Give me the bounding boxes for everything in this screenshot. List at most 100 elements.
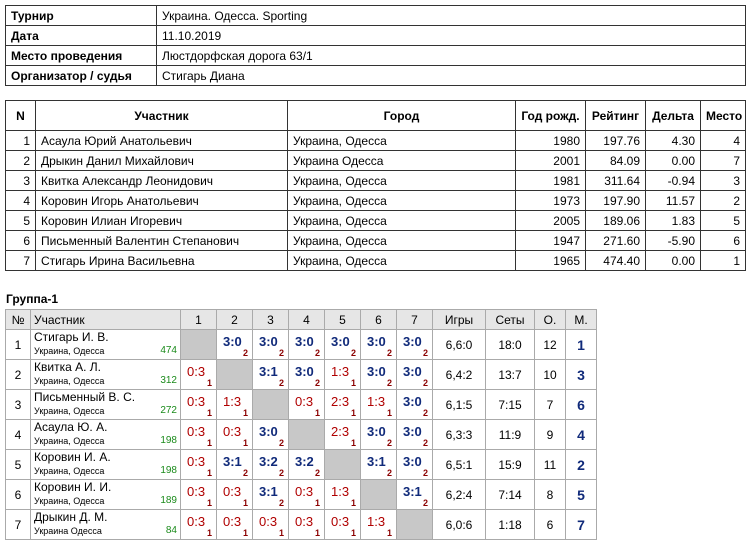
score-cell: 3:0 2 (288, 329, 325, 360)
score-cell: 3:0 2 (396, 329, 433, 360)
score: 3:2 (295, 454, 314, 469)
score: 3:2 (259, 454, 278, 469)
score-cell: 3:0 2 (396, 419, 433, 450)
score: 1:3 (331, 364, 350, 379)
row-number: 3 (5, 389, 31, 420)
points: 9 (534, 419, 566, 450)
score: 0:3 (295, 394, 314, 409)
score: 3:1 (259, 364, 278, 379)
score: 3:0 (367, 334, 386, 349)
place: 2 (565, 449, 597, 480)
info-label: Организатор / судья (5, 65, 157, 86)
sets: 7:14 (485, 479, 535, 510)
games: 6,4:2 (432, 359, 486, 390)
score: 0:3 (187, 514, 206, 529)
cell: 7 (700, 150, 746, 171)
header-cell: Год рожд. (515, 100, 586, 131)
match-points: 1 (350, 498, 356, 508)
header-cell: № (5, 309, 31, 330)
score-cell: 1:3 1 (360, 389, 397, 420)
games: 6,5:1 (432, 449, 486, 480)
points: 7 (534, 389, 566, 420)
games: 6,2:4 (432, 479, 486, 510)
participant-row: 4 Коровин Игорь Анатольевич Украина, Одесс… (5, 190, 746, 211)
player: Дрыкин Д. М. Украина Одесса 84 (30, 509, 181, 540)
score: 3:0 (295, 334, 314, 349)
player: Стигарь И. В. Украина, Одесса 474 (30, 329, 181, 360)
cell: 4 (700, 130, 746, 151)
participants-table: N Участник Город Год рожд. Рейтинг Дельта Мест… (5, 100, 746, 271)
match-points: 2 (350, 348, 356, 358)
group-title: Группа-1 (6, 292, 59, 306)
place: 3 (565, 359, 597, 390)
cell: 1965 (515, 250, 586, 271)
info-value: Украина. Одесса. Sporting (156, 5, 746, 26)
group-table: № Участник 1 2 3 4 5 6 7 Игры Сеты О. М. 1 Стигарь И. … (5, 309, 597, 540)
player-name: Коровин И. И. (34, 480, 112, 494)
score-cell: 0:3 1 (288, 389, 325, 420)
header-cell: Место (700, 100, 746, 131)
score: 1:3 (331, 484, 350, 499)
games: 6,3:3 (432, 419, 486, 450)
group-row: 4 Асаула Ю. А. Украина, Одесса 198 0:3 1 0:3 1 3… (5, 419, 597, 450)
match-points: 1 (242, 408, 248, 418)
match-points: 2 (278, 438, 284, 448)
score-cell: 0:3 1 (288, 509, 325, 540)
info-label: Турнир (5, 5, 157, 26)
info-value: Люстдорфская дорога 63/1 (156, 45, 746, 66)
match-points: 1 (350, 408, 356, 418)
participant-row: 7 Стигарь Ирина Васильевна Украина, Одесса… (5, 250, 746, 271)
player: Асаула Ю. А. Украина, Одесса 198 (30, 419, 181, 450)
player: Квитка А. Л. Украина, Одесса 312 (30, 359, 181, 390)
player-info: Украина, Одесса 189 (34, 494, 177, 508)
match-points: 2 (422, 498, 428, 508)
score-cell: 3:0 2 (360, 329, 397, 360)
header-cell: О. (534, 309, 566, 330)
match-points: 2 (422, 378, 428, 388)
match-points: 2 (278, 468, 284, 478)
cell: 1980 (515, 130, 586, 151)
group-row: 6 Коровин И. И. Украина, Одесса 189 0:3 1 0:3 1… (5, 479, 597, 510)
score-cell: 3:0 2 (396, 389, 433, 420)
score-cell: 3:0 2 (360, 359, 397, 390)
cell: 271.60 (585, 230, 646, 251)
score: 3:1 (367, 454, 386, 469)
score-cell: 3:0 2 (288, 359, 325, 390)
cell: 474.40 (585, 250, 646, 271)
participant-row: 5 Коровин Илиан Игоревич Украина, Одесса 20… (5, 210, 746, 231)
score: 3:1 (223, 454, 242, 469)
score: 3:1 (259, 484, 278, 499)
cell: 3 (5, 170, 36, 191)
group-row: 7 Дрыкин Д. М. Украина Одесса 84 0:3 1 0:3 1 0:3… (5, 509, 597, 540)
score: 3:0 (331, 334, 350, 349)
header-cell: Участник (35, 100, 288, 131)
score-cell: 0:3 1 (180, 509, 217, 540)
score-cell: 2:3 1 (324, 419, 361, 450)
score: 0:3 (223, 424, 242, 439)
score: 0:3 (295, 514, 314, 529)
player-rating: 198 (160, 465, 177, 476)
row-number: 1 (5, 329, 31, 360)
cell: 4 (5, 190, 36, 211)
score-cell: 0:3 1 (180, 359, 217, 390)
header-cell: Город (287, 100, 516, 131)
score-cell: 0:3 1 (180, 449, 217, 480)
header-cell: 5 (324, 309, 361, 330)
cell: 6 (700, 230, 746, 251)
match-points: 2 (386, 468, 392, 478)
player-city: Украина, Одесса (34, 436, 105, 446)
match-points: 1 (278, 528, 284, 538)
cell: 11.57 (645, 190, 701, 211)
score: 0:3 (295, 484, 314, 499)
info-row: Место проведения Люстдорфская дорога 63/1 (5, 45, 746, 66)
player-rating: 189 (160, 495, 177, 506)
cell: Письменный Валентин Степанович (35, 230, 288, 251)
player-info: Украина, Одесса 474 (34, 344, 177, 358)
player-city: Украина, Одесса (34, 466, 105, 476)
player-name: Квитка А. Л. (34, 360, 101, 374)
score: 0:3 (187, 484, 206, 499)
match-points: 1 (206, 438, 212, 448)
sets: 11:9 (485, 419, 535, 450)
match-points: 2 (242, 348, 248, 358)
match-points: 1 (242, 528, 248, 538)
